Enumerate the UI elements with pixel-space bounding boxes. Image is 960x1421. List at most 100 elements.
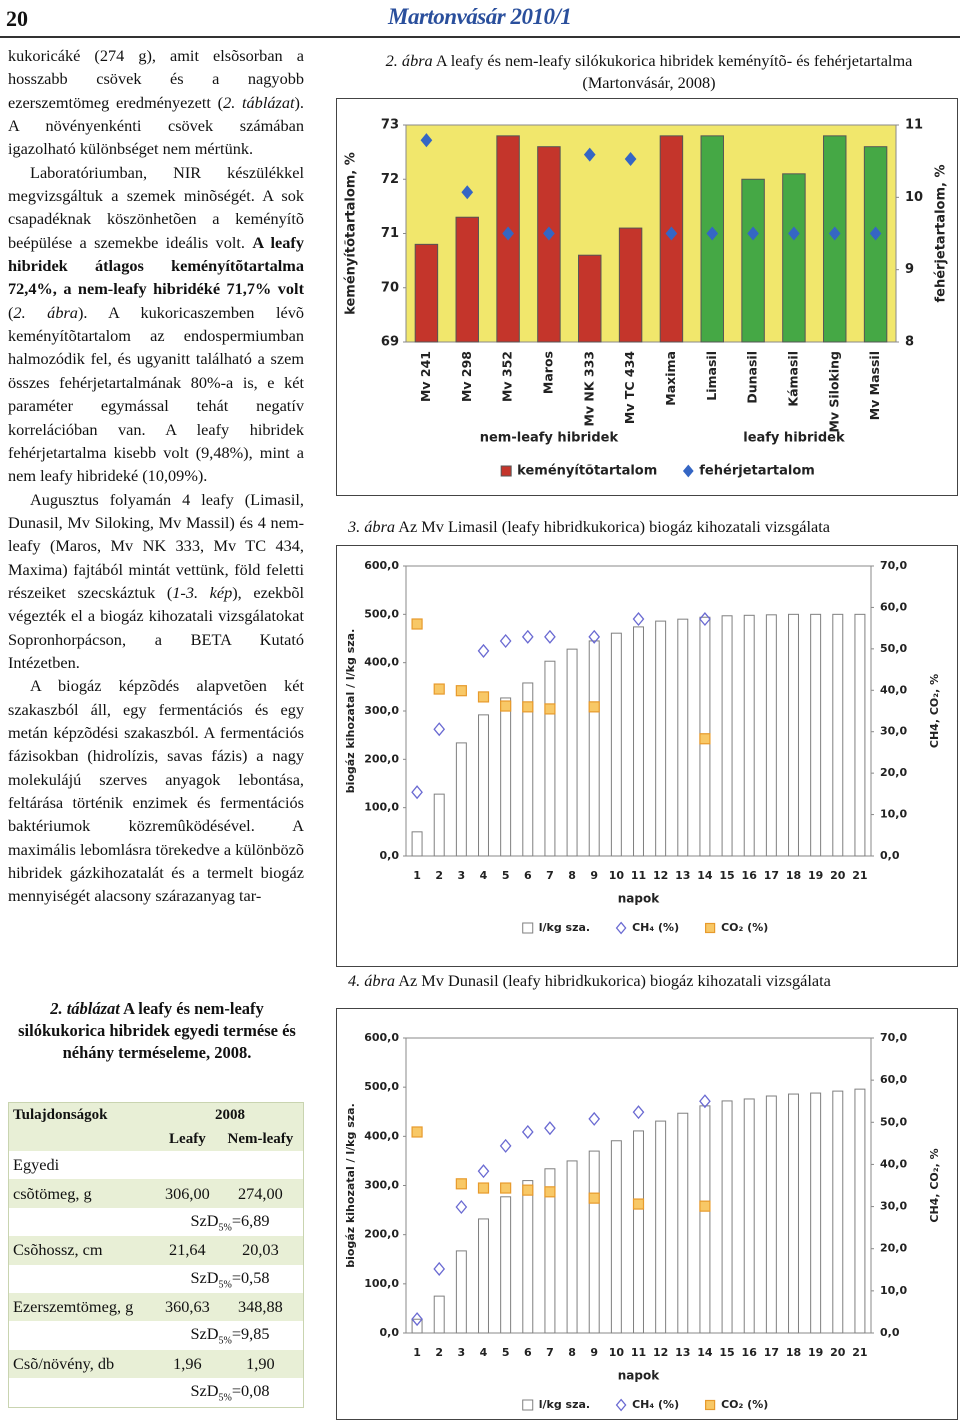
legend-swatch	[705, 922, 716, 934]
x-tick-label: 19	[808, 869, 823, 882]
reference: 2. táblázat	[223, 92, 295, 112]
sd-value: =6,89	[231, 1210, 270, 1230]
x-tick-label: 2	[435, 869, 443, 882]
marker	[699, 1094, 711, 1109]
y-axis-title: biogáz kihozatal / l/kg sza.	[344, 1103, 357, 1268]
bar	[414, 243, 439, 343]
bar	[455, 1250, 467, 1334]
text: Laboratóriumban, NIR készülékkel megvizs…	[8, 162, 304, 252]
marker	[543, 226, 555, 241]
x-tick-label: 16	[742, 869, 758, 882]
x-tick-label: 16	[742, 1346, 758, 1359]
marker	[665, 226, 678, 241]
x-tick-label: 9	[590, 869, 598, 882]
marker	[583, 147, 596, 162]
bar	[699, 1105, 711, 1334]
tick-label: 300,0	[364, 704, 399, 717]
x-tick-label: Mv 298	[459, 351, 474, 402]
marker	[544, 1121, 556, 1136]
bar	[588, 1150, 600, 1334]
tick-label: 100,0	[364, 801, 399, 814]
row-label: Ezerszemtömeg, g	[13, 1297, 134, 1317]
legend-swatch	[522, 922, 534, 934]
caption-text: A leafy és nem-leafy silókukorica hibrid…	[18, 999, 296, 1062]
sd-subscript: 5%	[218, 1222, 232, 1234]
marker	[747, 226, 759, 241]
x-tick-label: 3	[458, 869, 466, 882]
marker	[411, 618, 423, 630]
tick-label: 10,0	[880, 808, 907, 821]
y-axis-title: biogáz kihozatal / l/kg sza.	[344, 629, 357, 794]
x-tick-label: 1	[413, 869, 421, 882]
text: A biogáz képzõdés alapvetõen két szakasz…	[8, 676, 304, 906]
marker	[499, 633, 512, 649]
y2-axis-title: CH4, CO₂, %	[928, 674, 941, 748]
sd-label: SzD	[190, 1210, 219, 1230]
bar	[500, 1196, 512, 1334]
bar	[566, 648, 578, 857]
x-tick-label: 11	[631, 869, 646, 882]
marker	[521, 629, 534, 644]
bar	[832, 613, 844, 857]
header-cell: Tulajdonságok	[13, 1106, 108, 1123]
tick-label: 0,0	[380, 1326, 400, 1339]
x-tick-label: Mv Massil	[867, 351, 882, 420]
y-axis-title: keményítõtartalom, %	[344, 152, 359, 315]
cell	[8, 1321, 157, 1350]
row-label: Csõhossz, cm	[13, 1240, 103, 1260]
caption-label: 2. ábra	[385, 51, 433, 70]
bar	[810, 1092, 822, 1334]
body-text: kukoricáké (274 g), amit elsõsorban a ho…	[8, 44, 304, 908]
bar	[854, 613, 866, 857]
tick-label: 400,0	[364, 1129, 399, 1142]
bar	[743, 1098, 755, 1334]
bar	[588, 640, 600, 857]
cell-value: 306,00	[164, 1183, 210, 1203]
tick-label: 20,0	[880, 1242, 907, 1255]
table-row: Ezerszemtömeg, g 360,63 348,88	[9, 1293, 304, 1321]
x-tick-label: Mv 241	[418, 351, 433, 402]
marker	[828, 226, 841, 241]
bar	[433, 793, 445, 857]
bar	[741, 178, 765, 343]
tick-label: 69	[381, 335, 399, 350]
x-tick-label: 7	[546, 869, 554, 882]
x-tick-label: 14	[697, 1346, 713, 1359]
sd-subscript: 5%	[218, 1278, 232, 1290]
marker	[477, 643, 490, 658]
row-label: csõtömeg, g	[13, 1183, 92, 1203]
caption-label: 3. ábra	[348, 517, 396, 536]
bar	[633, 626, 644, 857]
x-tick-label: 12	[653, 1346, 668, 1359]
sd-value: =0,08	[231, 1381, 270, 1401]
bar	[655, 1120, 667, 1334]
bar	[810, 613, 822, 857]
bar	[618, 227, 643, 343]
bar	[765, 1095, 777, 1334]
bar	[455, 742, 467, 857]
marker	[544, 629, 556, 644]
x-tick-label: 17	[764, 1346, 779, 1359]
tick-label: 100,0	[364, 1277, 399, 1290]
marker	[632, 1105, 645, 1120]
bar	[677, 1112, 689, 1334]
x-tick-label: 4	[480, 1346, 488, 1359]
journal-title: Martonvásár 2010/1	[388, 4, 572, 29]
bar	[655, 620, 667, 857]
paragraph: Augusztus folyamán 4 leafy (Limasil, Dun…	[8, 488, 304, 675]
x-tick-label: 17	[764, 869, 779, 882]
tick-label: 400,0	[364, 656, 399, 669]
y2-axis-title: CH4, CO₂, %	[928, 1148, 941, 1222]
x-tick-label: Kámasil	[785, 351, 800, 407]
sd-subscript: 5%	[218, 1392, 232, 1404]
cell-value: 360,63	[164, 1297, 210, 1317]
marker	[433, 683, 445, 695]
x-tick-label: 18	[786, 869, 801, 882]
bar	[788, 1093, 799, 1334]
paragraph: Laboratóriumban, NIR készülékkel megvizs…	[8, 161, 304, 488]
bar	[411, 831, 423, 857]
tick-label: 8	[905, 335, 914, 350]
x-tick-label: Maxima	[663, 351, 678, 406]
legend-swatch	[615, 921, 627, 935]
tick-label: 0,0	[380, 849, 400, 862]
